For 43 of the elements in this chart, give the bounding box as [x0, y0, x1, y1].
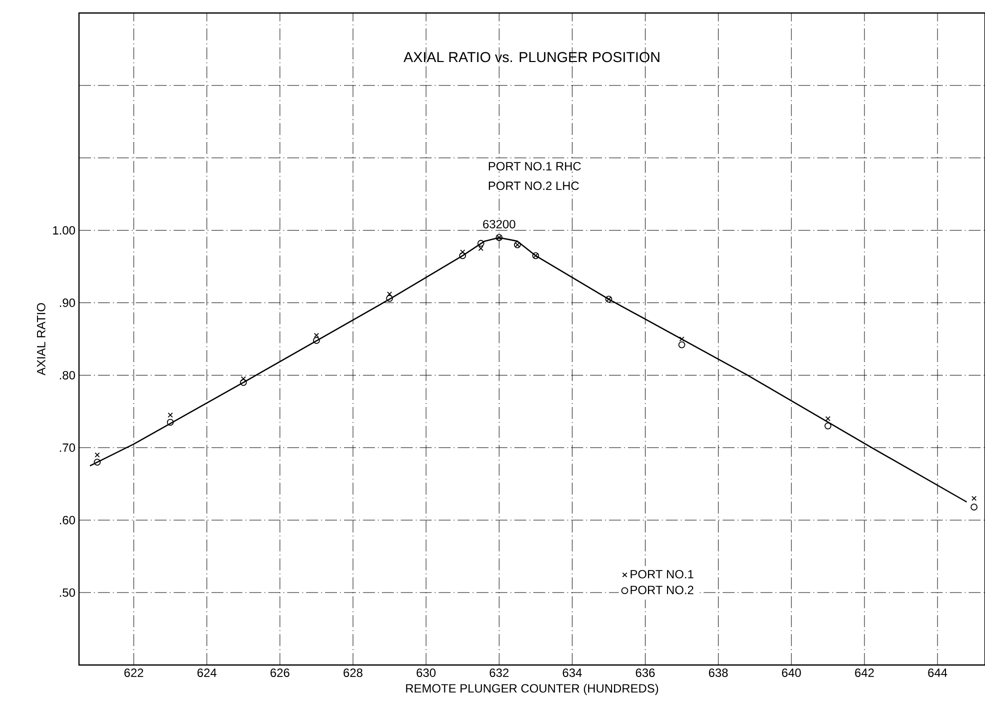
x-tick-label: 640 [782, 668, 801, 677]
x-tick-label: 634 [562, 668, 582, 677]
y-tick-label: .60 [60, 516, 76, 524]
x-tick-label: 630 [416, 668, 436, 677]
point [386, 294, 393, 302]
point [971, 496, 977, 501]
x-tick-label: 636 [636, 668, 655, 677]
point [94, 452, 100, 458]
point [970, 504, 978, 511]
y-axis-title: AXIAL RATIO [36, 303, 46, 376]
point [94, 458, 101, 466]
point [678, 341, 686, 348]
x-tick-label: 632 [490, 668, 508, 677]
point [166, 418, 174, 426]
point [168, 412, 173, 418]
annotation: PORT NO.1 RHC [488, 162, 581, 170]
point [478, 246, 484, 252]
x-tick-label: 642 [855, 668, 874, 677]
y-tick-label: 1.00 [53, 226, 76, 235]
x-tick-label: 624 [198, 668, 216, 677]
annotation: PORT NO.2 LHC [488, 182, 579, 190]
point [240, 379, 247, 386]
x-tick-label: 638 [708, 668, 728, 677]
point [477, 240, 484, 247]
point [824, 422, 832, 430]
y-tick-label: .70 [60, 443, 76, 452]
point [314, 332, 320, 338]
x-tick-label: 626 [270, 668, 290, 677]
point [679, 336, 684, 342]
point [313, 337, 320, 344]
annotation: 63200 [483, 220, 516, 228]
y-tick-label: .80 [60, 370, 76, 380]
text: AXIAL RATIO vs. PLUNGER POSITION [404, 52, 660, 62]
y-tick-label: .50 [60, 588, 76, 597]
y-tick-label: .90 [60, 298, 76, 307]
legend-label: PORT NO.2 [630, 586, 694, 594]
x-tick-label: 628 [344, 668, 362, 677]
point [459, 252, 466, 260]
x-tick-label: 622 [124, 668, 144, 677]
x-tick-label: 644 [928, 668, 948, 677]
x-axis-title: REMOTE PLUNGER COUNTER (HUNDREDS) [406, 684, 658, 695]
point [825, 416, 830, 422]
legend-label: PORT NO.1 [630, 570, 694, 578]
